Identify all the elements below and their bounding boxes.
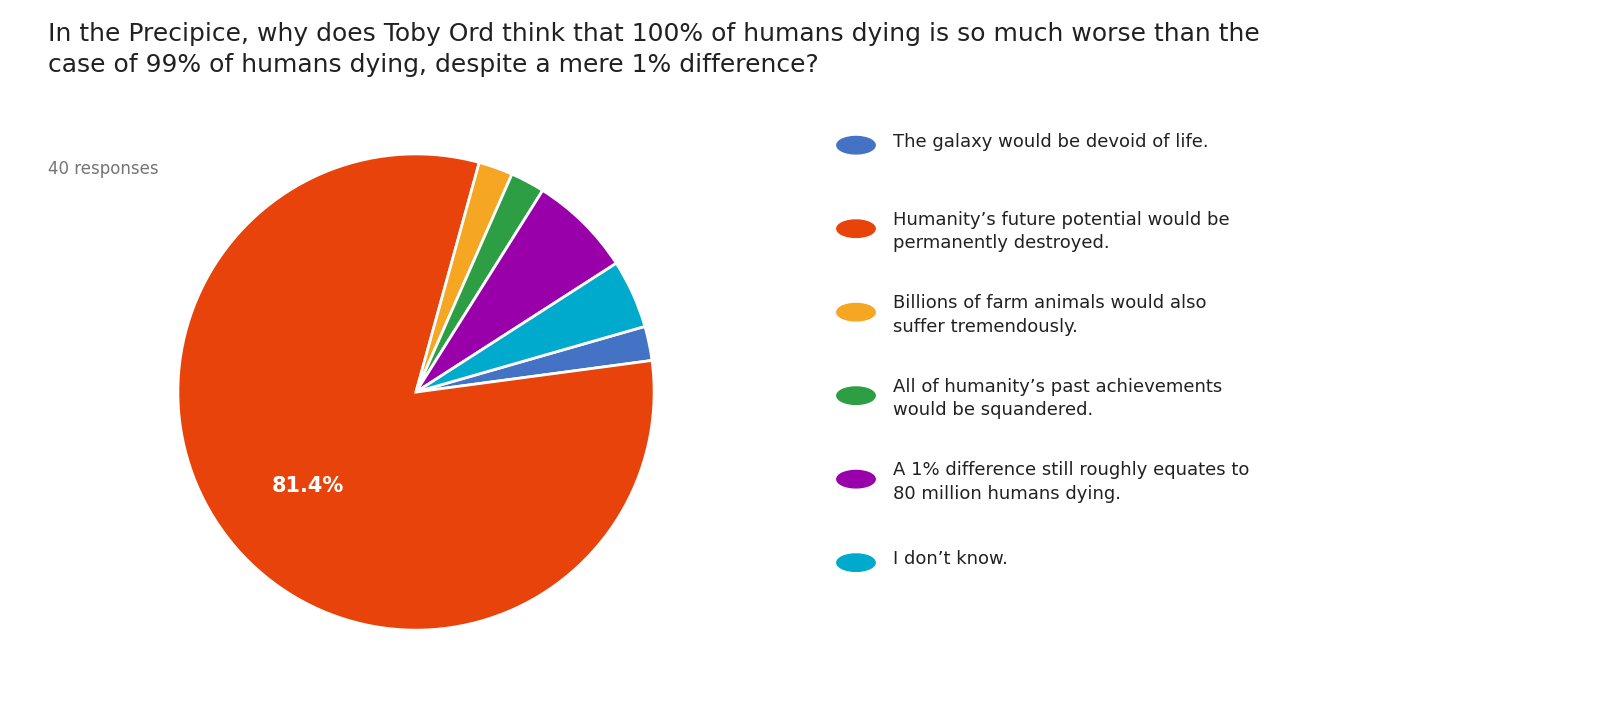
Wedge shape xyxy=(178,154,654,630)
Text: The galaxy would be devoid of life.: The galaxy would be devoid of life. xyxy=(893,133,1208,150)
Text: In the Precipice, why does Toby Ord think that 100% of humans dying is so much w: In the Precipice, why does Toby Ord thin… xyxy=(48,22,1259,78)
Wedge shape xyxy=(416,327,653,392)
Text: Humanity’s future potential would be: Humanity’s future potential would be xyxy=(893,211,1229,229)
Text: 40 responses: 40 responses xyxy=(48,160,158,178)
Wedge shape xyxy=(416,190,616,392)
Text: I don’t know.: I don’t know. xyxy=(893,550,1008,568)
Text: A 1% difference still roughly equates to: A 1% difference still roughly equates to xyxy=(893,461,1250,479)
Text: 81.4%: 81.4% xyxy=(272,476,344,496)
Wedge shape xyxy=(416,163,512,392)
Wedge shape xyxy=(416,174,542,392)
Text: All of humanity’s past achievements: All of humanity’s past achievements xyxy=(893,378,1222,396)
Text: suffer tremendously.: suffer tremendously. xyxy=(893,318,1078,336)
Text: Billions of farm animals would also: Billions of farm animals would also xyxy=(893,294,1206,312)
Text: permanently destroyed.: permanently destroyed. xyxy=(893,234,1109,253)
Text: would be squandered.: would be squandered. xyxy=(893,401,1093,420)
Wedge shape xyxy=(416,264,645,392)
Text: 80 million humans dying.: 80 million humans dying. xyxy=(893,485,1122,503)
